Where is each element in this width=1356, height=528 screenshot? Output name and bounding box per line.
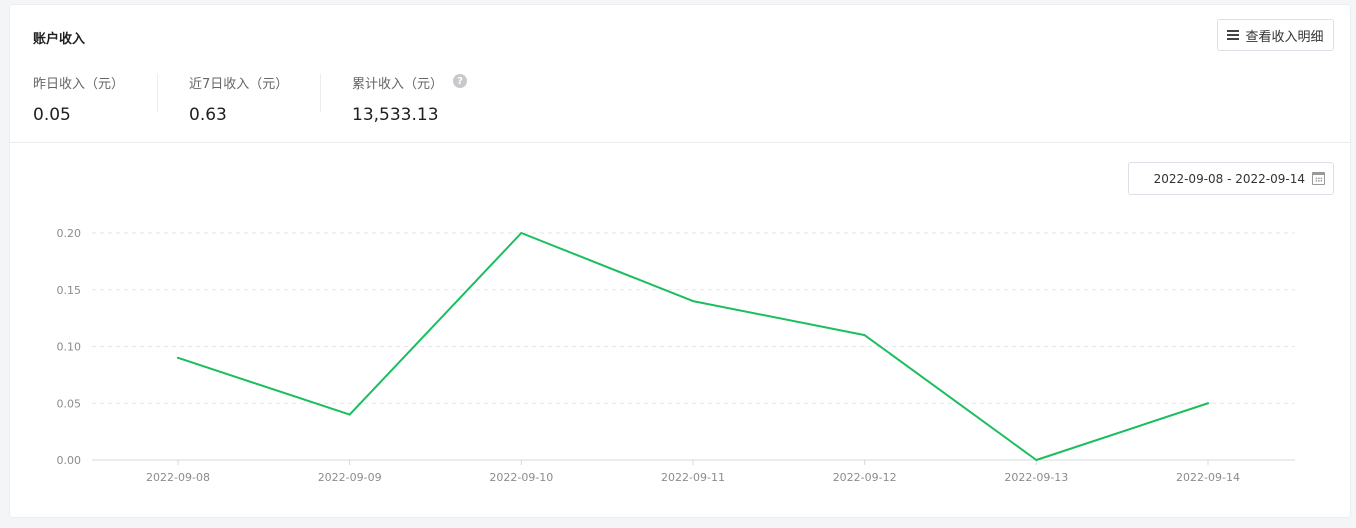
stat-value: 13,533.13 xyxy=(352,105,439,125)
stat-label: 昨日收入（元） xyxy=(33,77,125,92)
stat-divider xyxy=(320,74,321,112)
stat-last-7-days: 近7日收入（元） 0.63 xyxy=(189,73,288,125)
stat-value: 0.05 xyxy=(33,105,71,125)
stat-yesterday: 昨日收入（元） 0.05 xyxy=(33,73,124,125)
menu-icon xyxy=(1227,30,1240,40)
stat-total: 累计收入（元） 13,533.13 xyxy=(352,73,443,125)
help-icon[interactable]: ? xyxy=(453,74,467,88)
stat-label: 近7日收入（元） xyxy=(189,77,289,92)
calendar-icon xyxy=(1312,172,1325,185)
date-range-value: 2022-09-08 - 2022-09-14 xyxy=(1153,171,1305,186)
stat-divider xyxy=(157,74,158,112)
section-divider xyxy=(10,142,1350,143)
stat-value: 0.63 xyxy=(189,105,227,125)
view-income-detail-button[interactable]: 查看收入明细 xyxy=(1217,19,1334,51)
account-income-card: 账户收入 查看收入明细 昨日收入（元） 0.05 近7日收入（元） 0.63 累… xyxy=(9,4,1351,518)
date-range-picker[interactable]: 2022-09-08 - 2022-09-14 xyxy=(1128,162,1334,195)
card-title: 账户收入 xyxy=(33,32,86,47)
view-income-detail-label: 查看收入明细 xyxy=(1245,29,1324,45)
stat-label: 累计收入（元） xyxy=(352,77,444,92)
